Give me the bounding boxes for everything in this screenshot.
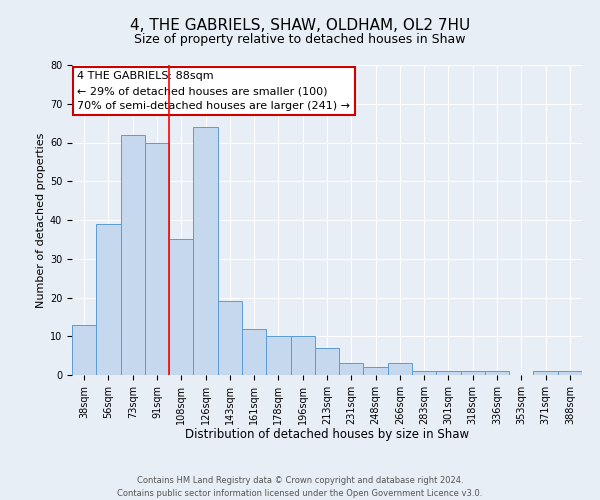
Text: Size of property relative to detached houses in Shaw: Size of property relative to detached ho… xyxy=(134,32,466,46)
Bar xyxy=(290,336,315,375)
Bar xyxy=(364,367,388,375)
Text: 4 THE GABRIELS: 88sqm
← 29% of detached houses are smaller (100)
70% of semi-det: 4 THE GABRIELS: 88sqm ← 29% of detached … xyxy=(77,71,350,111)
Y-axis label: Number of detached properties: Number of detached properties xyxy=(36,132,46,308)
Bar xyxy=(388,364,412,375)
Bar xyxy=(485,371,509,375)
Bar xyxy=(436,371,461,375)
Text: Contains HM Land Registry data © Crown copyright and database right 2024.
Contai: Contains HM Land Registry data © Crown c… xyxy=(118,476,482,498)
Bar xyxy=(96,224,121,375)
Text: 4, THE GABRIELS, SHAW, OLDHAM, OL2 7HU: 4, THE GABRIELS, SHAW, OLDHAM, OL2 7HU xyxy=(130,18,470,32)
Bar xyxy=(169,240,193,375)
Bar xyxy=(412,371,436,375)
Bar xyxy=(339,364,364,375)
Bar xyxy=(533,371,558,375)
Bar xyxy=(266,336,290,375)
Bar xyxy=(461,371,485,375)
X-axis label: Distribution of detached houses by size in Shaw: Distribution of detached houses by size … xyxy=(185,428,469,441)
Bar xyxy=(121,134,145,375)
Bar xyxy=(242,328,266,375)
Bar xyxy=(218,302,242,375)
Bar xyxy=(145,142,169,375)
Bar xyxy=(315,348,339,375)
Bar xyxy=(193,127,218,375)
Bar xyxy=(558,371,582,375)
Bar xyxy=(72,324,96,375)
